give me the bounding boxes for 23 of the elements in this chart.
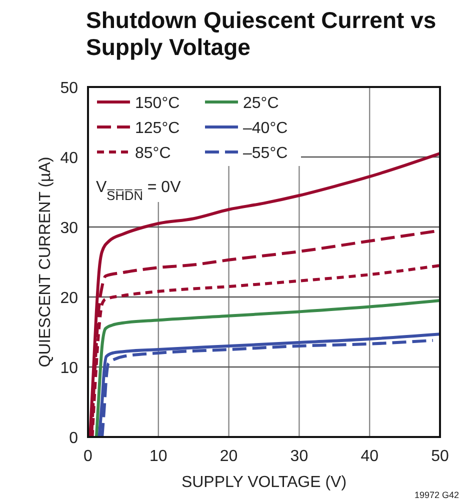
chart-title: Shutdown Quiescent Current vs Supply Voltage: [86, 7, 436, 60]
x-axis-title: SUPPLY VOLTAGE (V): [181, 474, 347, 491]
legend-label: 85°C: [135, 145, 171, 162]
x-tick-label: 0: [84, 448, 93, 465]
y-tick-label: 50: [60, 80, 78, 97]
y-tick-label: 40: [60, 150, 78, 167]
legend-label: –55°C: [243, 145, 288, 162]
x-tick-label: 50: [431, 448, 449, 465]
text: 19972 G42: [414, 490, 459, 500]
legend-label: 125°C: [135, 120, 180, 137]
x-tick-label: 20: [220, 448, 238, 465]
legend-label: –40°C: [243, 120, 288, 137]
annotation: V$_{S̅H̅D̅N̅}$ = 0V: [96, 179, 182, 202]
y-axis-title: QUIESCENT CURRENT (µA): [37, 156, 54, 368]
y-tick-label: 0: [69, 430, 78, 447]
legend-label: 150°C: [135, 95, 180, 112]
x-tick-label: 40: [360, 448, 379, 465]
y-tick-label: 20: [60, 290, 78, 307]
y-tick-label: 10: [60, 360, 78, 377]
y-tick-label: 30: [60, 220, 78, 237]
legend-label: 25°C: [243, 95, 279, 112]
x-tick-label: 10: [150, 448, 168, 465]
x-tick-label: 30: [290, 448, 308, 465]
